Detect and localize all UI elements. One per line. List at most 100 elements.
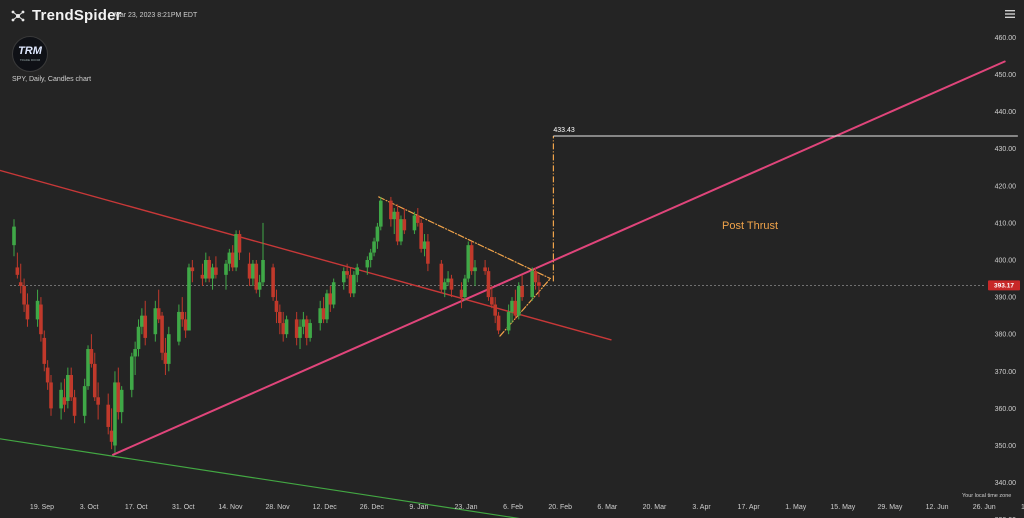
candle (230, 245, 235, 272)
candle-body (378, 200, 383, 227)
candle-body (469, 245, 474, 272)
current-price-tag-bg (988, 280, 1020, 291)
timestamp: Mar 23, 2023 8:21PM EDT (114, 12, 198, 19)
timezone-note: Your local time zone (962, 493, 1011, 499)
candle (284, 315, 289, 338)
candle-body (348, 274, 353, 294)
candle-body (129, 356, 134, 390)
candle-body (271, 267, 275, 298)
badge-logo: TRM (18, 45, 42, 57)
candle (483, 260, 487, 275)
y-tick-label: 460.00 (995, 35, 1017, 42)
candle (442, 278, 447, 298)
candle (200, 263, 205, 286)
x-axis: 19. Sep 3. Oct 17. Oct 31. Oct 14. Nov 28. No… (30, 504, 1024, 511)
candle (129, 352, 134, 398)
y-axis: 460.00 450.00 440.00 430.00 420.00 410.00 400.… (988, 35, 1020, 518)
candle (86, 345, 90, 390)
candle-body (18, 282, 23, 286)
candle (355, 263, 360, 283)
candle (402, 208, 407, 235)
candle (533, 267, 538, 290)
x-tick-label: 17. Oct (125, 504, 148, 511)
candle (348, 267, 353, 298)
candle-body (449, 278, 454, 290)
candle-body (368, 252, 373, 260)
candle (496, 311, 501, 335)
candle-body (136, 326, 141, 350)
candle (365, 256, 370, 275)
candle (35, 289, 40, 327)
candle-body (392, 211, 397, 220)
candle (490, 285, 494, 309)
trendline-rising-trendline (111, 60, 1006, 456)
candle (375, 222, 380, 249)
candle-body (261, 260, 265, 283)
candle-body (274, 300, 279, 312)
candle-body (399, 219, 403, 242)
candle (39, 297, 43, 342)
candle (537, 274, 541, 298)
candle (345, 263, 349, 279)
candle (486, 267, 491, 301)
candle-body (237, 234, 242, 253)
candle (389, 196, 393, 227)
account-badge[interactable]: TRM TRADE ROOM (12, 36, 48, 72)
candle (247, 252, 252, 286)
candle (513, 289, 518, 320)
candle (12, 219, 16, 257)
candle (116, 367, 121, 420)
candle-body (92, 363, 97, 398)
candle (368, 248, 373, 268)
candle-body (345, 271, 349, 275)
candle-body (473, 267, 477, 272)
candle (62, 378, 67, 413)
y-tick-label: 350.00 (995, 443, 1017, 450)
candle (426, 234, 430, 272)
candle-body (247, 263, 252, 279)
candle-body (442, 282, 447, 290)
symbol-info[interactable]: SPY, Daily, Candles chart (12, 76, 92, 83)
candle (66, 367, 70, 409)
candle-body (331, 282, 336, 305)
current-price-tag-label: 393.17 (994, 283, 1014, 290)
candle-body (446, 278, 450, 283)
candle (294, 311, 299, 346)
candle-body (375, 226, 380, 242)
candle-body (355, 267, 360, 275)
candle (106, 393, 111, 435)
candle (530, 267, 535, 301)
candle-body (49, 382, 53, 409)
brand[interactable]: TrendSpider (10, 7, 122, 24)
candle-body (190, 267, 195, 272)
candle (156, 289, 161, 324)
candle-body (204, 260, 208, 279)
candle-body (486, 271, 491, 298)
y-tick-label: 370.00 (995, 369, 1017, 376)
y-tick-label: 450.00 (995, 72, 1017, 79)
candle-body (22, 285, 26, 305)
x-tick-label: 6. Feb (503, 504, 523, 511)
candle-body (352, 274, 356, 294)
x-tick-label: 31. Oct (172, 504, 195, 511)
candle-body (207, 260, 211, 279)
candle (493, 297, 497, 324)
x-tick-label: 19. Sep (30, 504, 54, 511)
candle-body (328, 293, 333, 305)
candle-body (520, 285, 524, 298)
candle-body (109, 430, 114, 442)
candle-body (298, 326, 302, 338)
candle (119, 386, 124, 424)
candle-body (278, 311, 282, 324)
candle (510, 297, 514, 324)
candle (473, 260, 477, 286)
x-tick-label: 17. Apr (738, 504, 761, 511)
candle (439, 260, 444, 294)
candle-body (39, 304, 43, 335)
menu-icon[interactable] (1004, 8, 1016, 20)
brand-name: TrendSpider (32, 7, 122, 24)
candle (257, 274, 262, 298)
candle-body (230, 252, 235, 268)
candle-body (325, 293, 329, 320)
